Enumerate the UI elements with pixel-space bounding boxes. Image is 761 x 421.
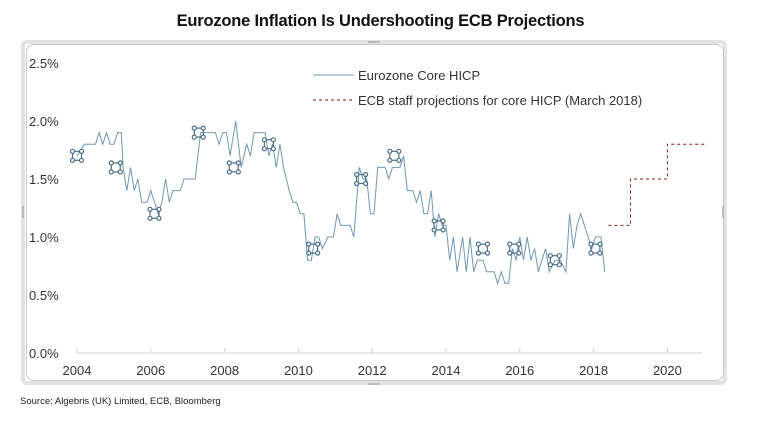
data-point-marker[interactable] xyxy=(69,148,85,163)
resize-handle-bottom[interactable] xyxy=(368,383,380,385)
legend-label-core-hicp: Eurozone Core HICP xyxy=(358,68,480,83)
data-point-marker[interactable] xyxy=(147,206,162,221)
legend: Eurozone Core HICP ECB staff projections… xyxy=(313,68,642,108)
data-point-marker[interactable] xyxy=(507,241,522,256)
data-point-marker[interactable] xyxy=(387,148,402,163)
series-group xyxy=(76,120,705,286)
resize-handle-left[interactable] xyxy=(22,206,24,218)
y-tick-label: 2.0% xyxy=(29,114,59,129)
data-point-marker[interactable] xyxy=(547,253,562,268)
data-point-marker[interactable] xyxy=(108,160,123,175)
x-tick-label: 2010 xyxy=(284,363,313,378)
resize-handle-right[interactable] xyxy=(722,206,724,218)
source-note: Source: Algebris (UK) Limited, ECB, Bloo… xyxy=(20,396,221,407)
x-tick-label: 2006 xyxy=(136,363,165,378)
series-line-ecb-projections xyxy=(608,143,705,226)
y-tick-label: 2.5% xyxy=(29,56,59,71)
y-tick-label: 1.5% xyxy=(29,172,59,187)
y-tick-label: 1.0% xyxy=(29,230,59,245)
data-point-marker[interactable] xyxy=(306,241,321,256)
data-point-marker[interactable] xyxy=(588,241,603,256)
x-tick-label: 2014 xyxy=(432,363,461,378)
data-point-marker[interactable] xyxy=(226,160,241,175)
x-tick-label: 2016 xyxy=(505,363,534,378)
y-tick-label: 0.5% xyxy=(29,288,59,303)
data-point-marker[interactable] xyxy=(431,218,446,233)
markers-group xyxy=(69,125,603,268)
data-point-marker[interactable] xyxy=(191,125,206,140)
resize-handles[interactable] xyxy=(22,41,724,385)
x-tick-label: 2020 xyxy=(653,363,682,378)
x-tick-label: 2004 xyxy=(63,363,92,378)
x-tick-label: 2012 xyxy=(358,363,387,378)
y-tick-label: 0.0% xyxy=(29,346,59,361)
data-point-marker[interactable] xyxy=(354,171,369,187)
legend-label-ecb-projections: ECB staff projections for core HICP (Mar… xyxy=(358,93,642,108)
chart-title: Eurozone Inflation Is Undershooting ECB … xyxy=(176,12,585,30)
x-axis: 2004 2006 2008 2010 2012 2014 2016 2018 2020 xyxy=(63,348,703,378)
y-axis: 0.0% 0.5% 1.0% 1.5% 2.0% 2.5% xyxy=(29,56,59,361)
x-tick-label: 2008 xyxy=(210,363,239,378)
x-tick-label: 2018 xyxy=(579,363,608,378)
resize-handle-top[interactable] xyxy=(368,41,380,43)
series-line-core-hicp xyxy=(76,120,606,286)
data-point-marker[interactable] xyxy=(475,241,490,256)
data-point-marker[interactable] xyxy=(261,137,276,152)
